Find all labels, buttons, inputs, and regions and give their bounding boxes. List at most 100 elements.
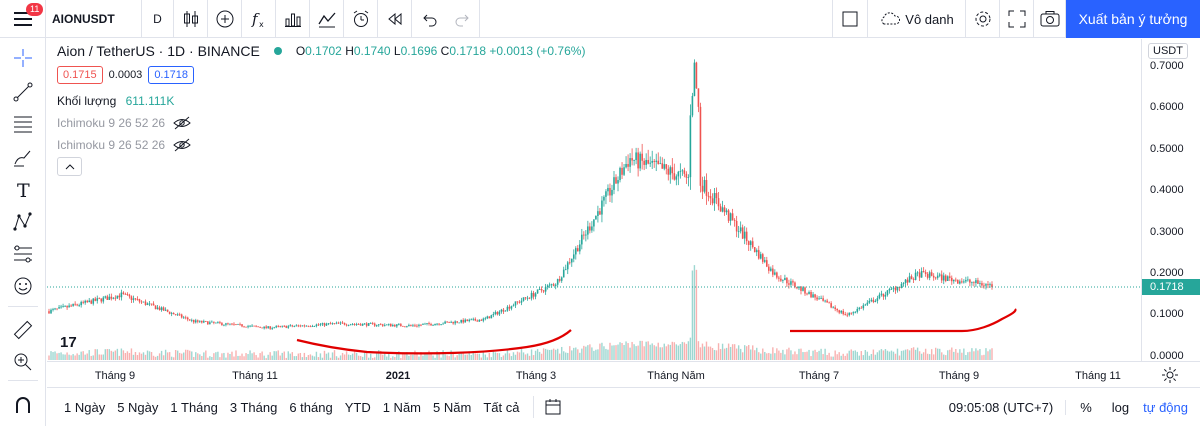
volume-bar (396, 352, 398, 360)
candle-body (985, 284, 987, 286)
candle-body (132, 298, 135, 300)
indicator-legend-1[interactable]: Ichimoku 9 26 52 26 (57, 116, 191, 130)
candle-body (856, 308, 859, 312)
candle-body (188, 319, 191, 321)
candle-body (948, 276, 951, 278)
range-button[interactable]: YTD (344, 399, 371, 415)
redo-icon (455, 14, 469, 26)
volume-bar (880, 349, 883, 360)
volume-bar (633, 344, 635, 360)
settings-button[interactable] (966, 0, 1000, 38)
calendar-goto-icon[interactable] (544, 398, 562, 416)
interval-button[interactable]: D (142, 0, 174, 38)
range-button[interactable]: 5 Năm (433, 399, 472, 415)
candle-body (287, 326, 290, 328)
range-button[interactable]: 3 Tháng (229, 399, 278, 415)
candle-body (723, 207, 726, 213)
sell-price-box[interactable]: 0.1715 (57, 66, 103, 84)
fullscreen-button[interactable] (1000, 0, 1034, 38)
undo-button[interactable] (412, 0, 446, 38)
candle-body (426, 323, 428, 324)
volume-bar (424, 353, 426, 360)
candle-body (299, 325, 302, 327)
compare-button[interactable] (208, 0, 242, 38)
candle-body (661, 163, 664, 169)
magnet-tool[interactable] (0, 390, 46, 422)
pattern-tool[interactable] (0, 206, 46, 238)
candle-body (552, 284, 555, 286)
currency-button[interactable]: USDT (1148, 43, 1188, 59)
rewind-icon (387, 12, 401, 25)
volume-bar (715, 350, 718, 360)
auto-toggle[interactable]: tự động (1143, 399, 1188, 415)
candle-body (438, 323, 440, 325)
range-button[interactable]: 6 tháng (289, 399, 333, 415)
candle-body (900, 283, 903, 288)
time-scale[interactable]: Tháng 9 Tháng 11 2021 Tháng 3 Tháng Năm Tháng… (47, 361, 1200, 387)
candle-body (631, 158, 633, 161)
redo-button[interactable] (446, 0, 480, 38)
main-menu-button[interactable]: 11 (0, 0, 46, 38)
price-scale[interactable]: USDT 0.7000 0.6000 0.5000 0.4000 0.3000 0.200… (1141, 39, 1200, 362)
candle-body (719, 206, 722, 212)
measure-tool[interactable] (0, 314, 46, 346)
collapse-legend-button[interactable] (57, 157, 82, 176)
alert-button[interactable] (344, 0, 378, 38)
range-button[interactable]: 1 Ngày (64, 399, 106, 415)
volume-bar (265, 358, 267, 360)
buy-price-box[interactable]: 0.1718 (148, 66, 194, 84)
ruler-icon (13, 320, 33, 340)
clock-timezone[interactable]: 09:05:08 (UTC+7) (949, 399, 1067, 415)
text-tool[interactable]: T (0, 174, 46, 206)
brush-tool[interactable] (0, 142, 46, 174)
candle-body (484, 318, 487, 320)
time-tick: Tháng 7 (798, 370, 840, 382)
candle-body (872, 299, 875, 303)
log-toggle[interactable]: log (1111, 399, 1130, 415)
volume-bar (719, 348, 722, 360)
eye-hidden-icon[interactable] (173, 138, 191, 152)
chart-pane[interactable]: 17 (47, 39, 1141, 361)
snapshot-button[interactable] (1034, 0, 1066, 38)
replay-button[interactable] (378, 0, 412, 38)
chart-name-button[interactable]: Vô danh (868, 0, 966, 38)
crosshair-tool[interactable] (0, 42, 46, 74)
crosshair-icon (14, 49, 32, 67)
volume-bar (932, 354, 935, 360)
templates-button[interactable] (310, 0, 344, 38)
volume-bar (193, 356, 195, 360)
publish-idea-button[interactable]: Xuất bản ý tưởng (1066, 0, 1200, 38)
trend-line-tool[interactable] (0, 76, 46, 108)
percent-toggle[interactable]: % (1080, 399, 1092, 415)
candle-body (914, 272, 917, 280)
range-button[interactable]: Tất cả (483, 399, 520, 415)
symbol-title[interactable]: Aion / TetherUS · 1D · BINANCE (57, 43, 260, 59)
range-button[interactable]: 5 Ngày (117, 399, 159, 415)
volume-bar (414, 350, 416, 360)
volume-bar (945, 355, 947, 360)
volume-bar (629, 347, 631, 360)
volume-bar (828, 352, 830, 360)
volume-bar (215, 352, 217, 360)
symbol-search-button[interactable]: AIONUSDT (46, 0, 142, 38)
gear-icon[interactable] (1161, 366, 1179, 384)
volume-bar (128, 352, 131, 360)
emoji-tool[interactable] (0, 270, 46, 302)
eye-hidden-icon[interactable] (173, 116, 191, 130)
volume-value: 611.111K (125, 94, 175, 108)
volume-bar (166, 352, 169, 360)
range-button[interactable]: 1 Tháng (170, 399, 218, 415)
layout-button[interactable] (832, 0, 868, 38)
indicator-legend-2[interactable]: Ichimoku 9 26 52 26 (57, 138, 191, 152)
financials-button[interactable] (276, 0, 310, 38)
candle-body (96, 298, 99, 301)
volume-bar (347, 354, 350, 360)
prediction-tool[interactable] (0, 238, 46, 270)
volume-bar (229, 353, 231, 360)
range-button[interactable]: 1 Năm (382, 399, 422, 415)
volume-bar (973, 351, 975, 360)
fib-tool[interactable] (0, 108, 46, 140)
zoom-tool[interactable] (0, 346, 46, 378)
candles-style-button[interactable] (174, 0, 208, 38)
